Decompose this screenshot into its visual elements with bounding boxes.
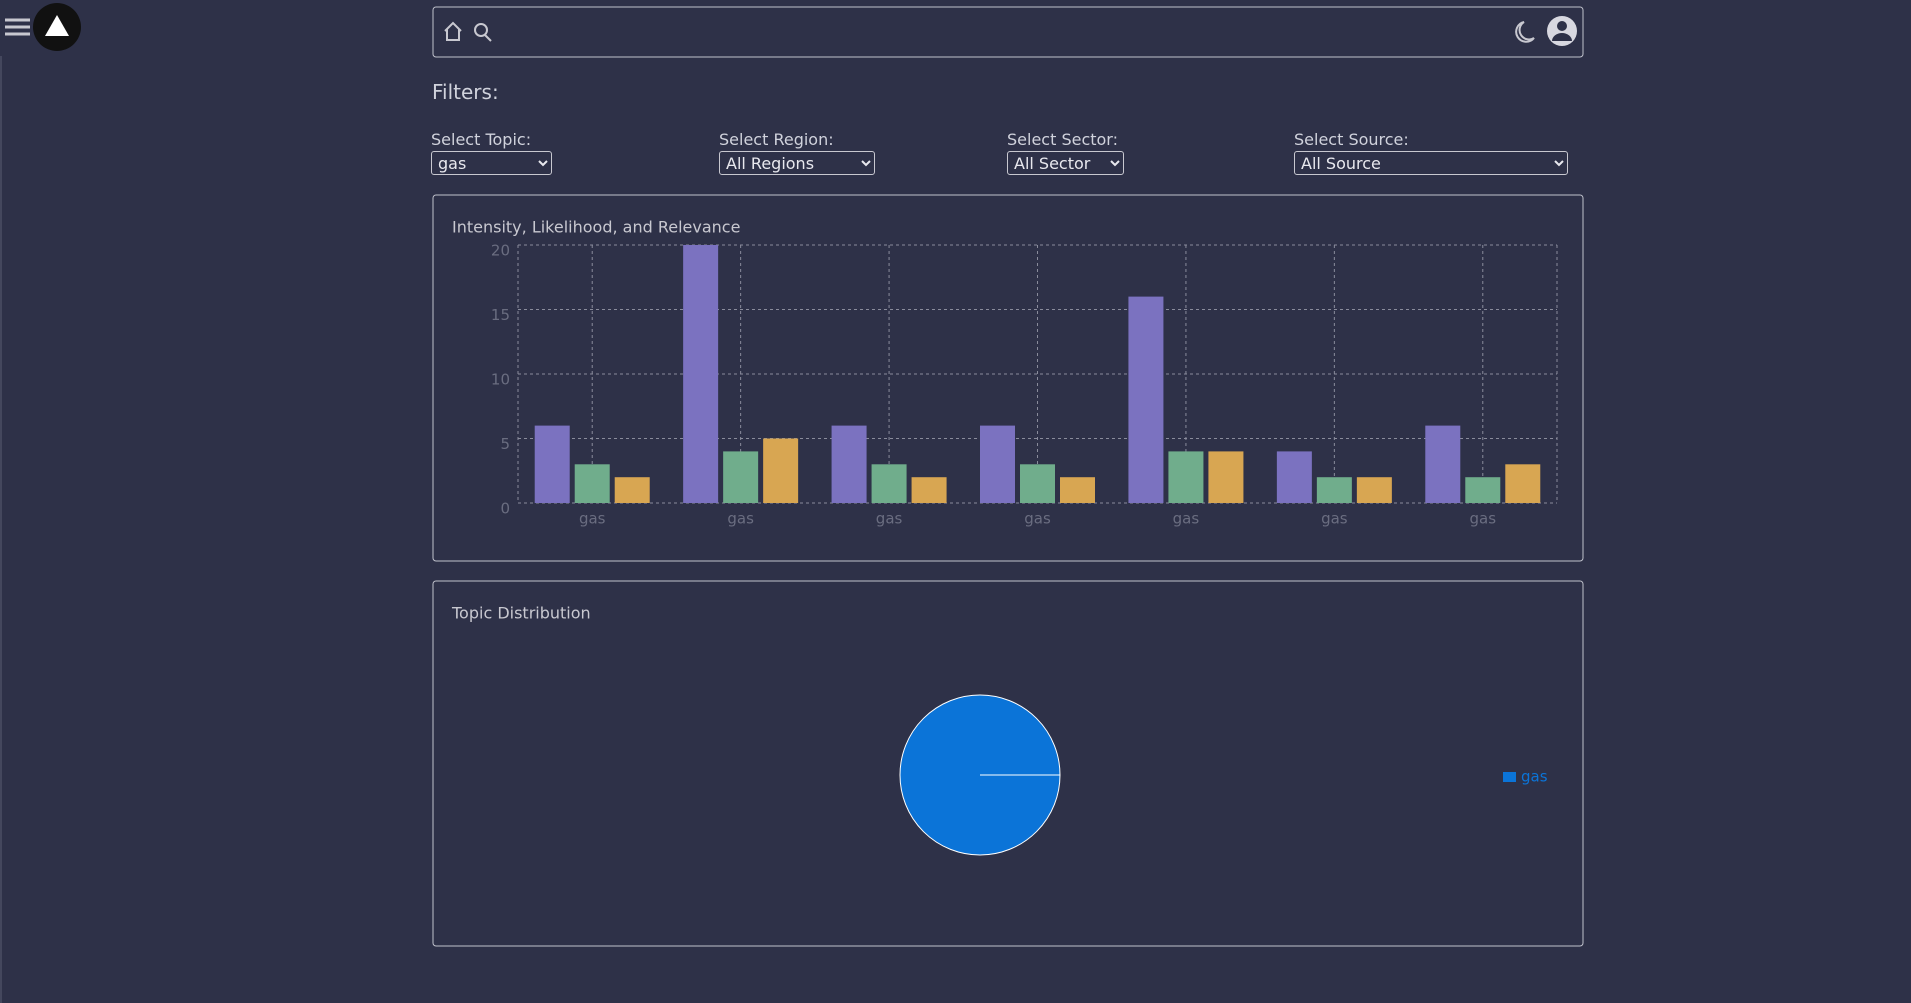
bar xyxy=(723,451,759,503)
x-tick-label: gas xyxy=(1024,510,1051,528)
search-bar[interactable] xyxy=(432,6,1584,58)
bar xyxy=(1356,477,1392,503)
filter-label: Select Sector: xyxy=(1007,130,1118,149)
bar xyxy=(911,477,947,503)
search-icon[interactable] xyxy=(474,23,488,37)
x-tick-label: gas xyxy=(1173,510,1200,528)
bar xyxy=(1168,451,1204,503)
filter-label: Select Region: xyxy=(719,130,834,149)
y-tick-label: 0 xyxy=(500,500,510,518)
search-icon-handle xyxy=(484,34,492,42)
filter-select[interactable]: All Sector xyxy=(1007,151,1124,175)
y-tick-label: 10 xyxy=(491,371,510,389)
legend-swatch xyxy=(1503,772,1516,782)
pie-card xyxy=(432,580,1584,947)
bar xyxy=(1425,425,1461,503)
bar xyxy=(1208,451,1244,503)
x-tick-label: gas xyxy=(727,510,754,528)
filter-label: Select Topic: xyxy=(431,130,532,149)
logo-mark xyxy=(45,15,69,36)
x-tick-label: gas xyxy=(1321,510,1348,528)
bar xyxy=(871,464,907,503)
theme-icon[interactable] xyxy=(1515,21,1535,43)
bar xyxy=(1505,464,1541,503)
y-tick-label: 5 xyxy=(500,435,510,453)
bar xyxy=(980,425,1015,503)
chart-title: Topic Distribution xyxy=(451,604,591,623)
bar xyxy=(614,477,650,503)
bar xyxy=(1465,477,1501,503)
filter-select[interactable]: All Source xyxy=(1294,151,1568,175)
x-tick-label: gas xyxy=(579,510,606,528)
bar xyxy=(1276,451,1312,503)
y-tick-label: 15 xyxy=(491,306,510,324)
bar-card xyxy=(432,194,1584,562)
bar xyxy=(574,464,610,503)
filters-heading: Filters: xyxy=(432,80,499,104)
bar xyxy=(1128,296,1164,503)
filter-select[interactable]: gas xyxy=(431,151,552,175)
bar xyxy=(1020,464,1055,503)
bar xyxy=(831,425,867,503)
home-icon[interactable] xyxy=(444,21,462,41)
bar xyxy=(683,245,719,503)
x-tick-label: gas xyxy=(876,510,903,528)
y-tick-label: 20 xyxy=(491,242,510,260)
legend-label: gas xyxy=(1521,768,1548,786)
user-head xyxy=(1557,21,1567,31)
bar xyxy=(1060,477,1095,503)
bar xyxy=(1316,477,1352,503)
menu-button[interactable] xyxy=(5,18,30,36)
filter-label: Select Source: xyxy=(1294,130,1409,149)
bar xyxy=(534,425,570,503)
bar xyxy=(763,438,799,503)
filter-select[interactable]: All Regions xyxy=(719,151,875,175)
user-body xyxy=(1552,33,1572,41)
x-tick-label: gas xyxy=(1470,510,1497,528)
chart-title: Intensity, Likelihood, and Relevance xyxy=(452,218,740,237)
